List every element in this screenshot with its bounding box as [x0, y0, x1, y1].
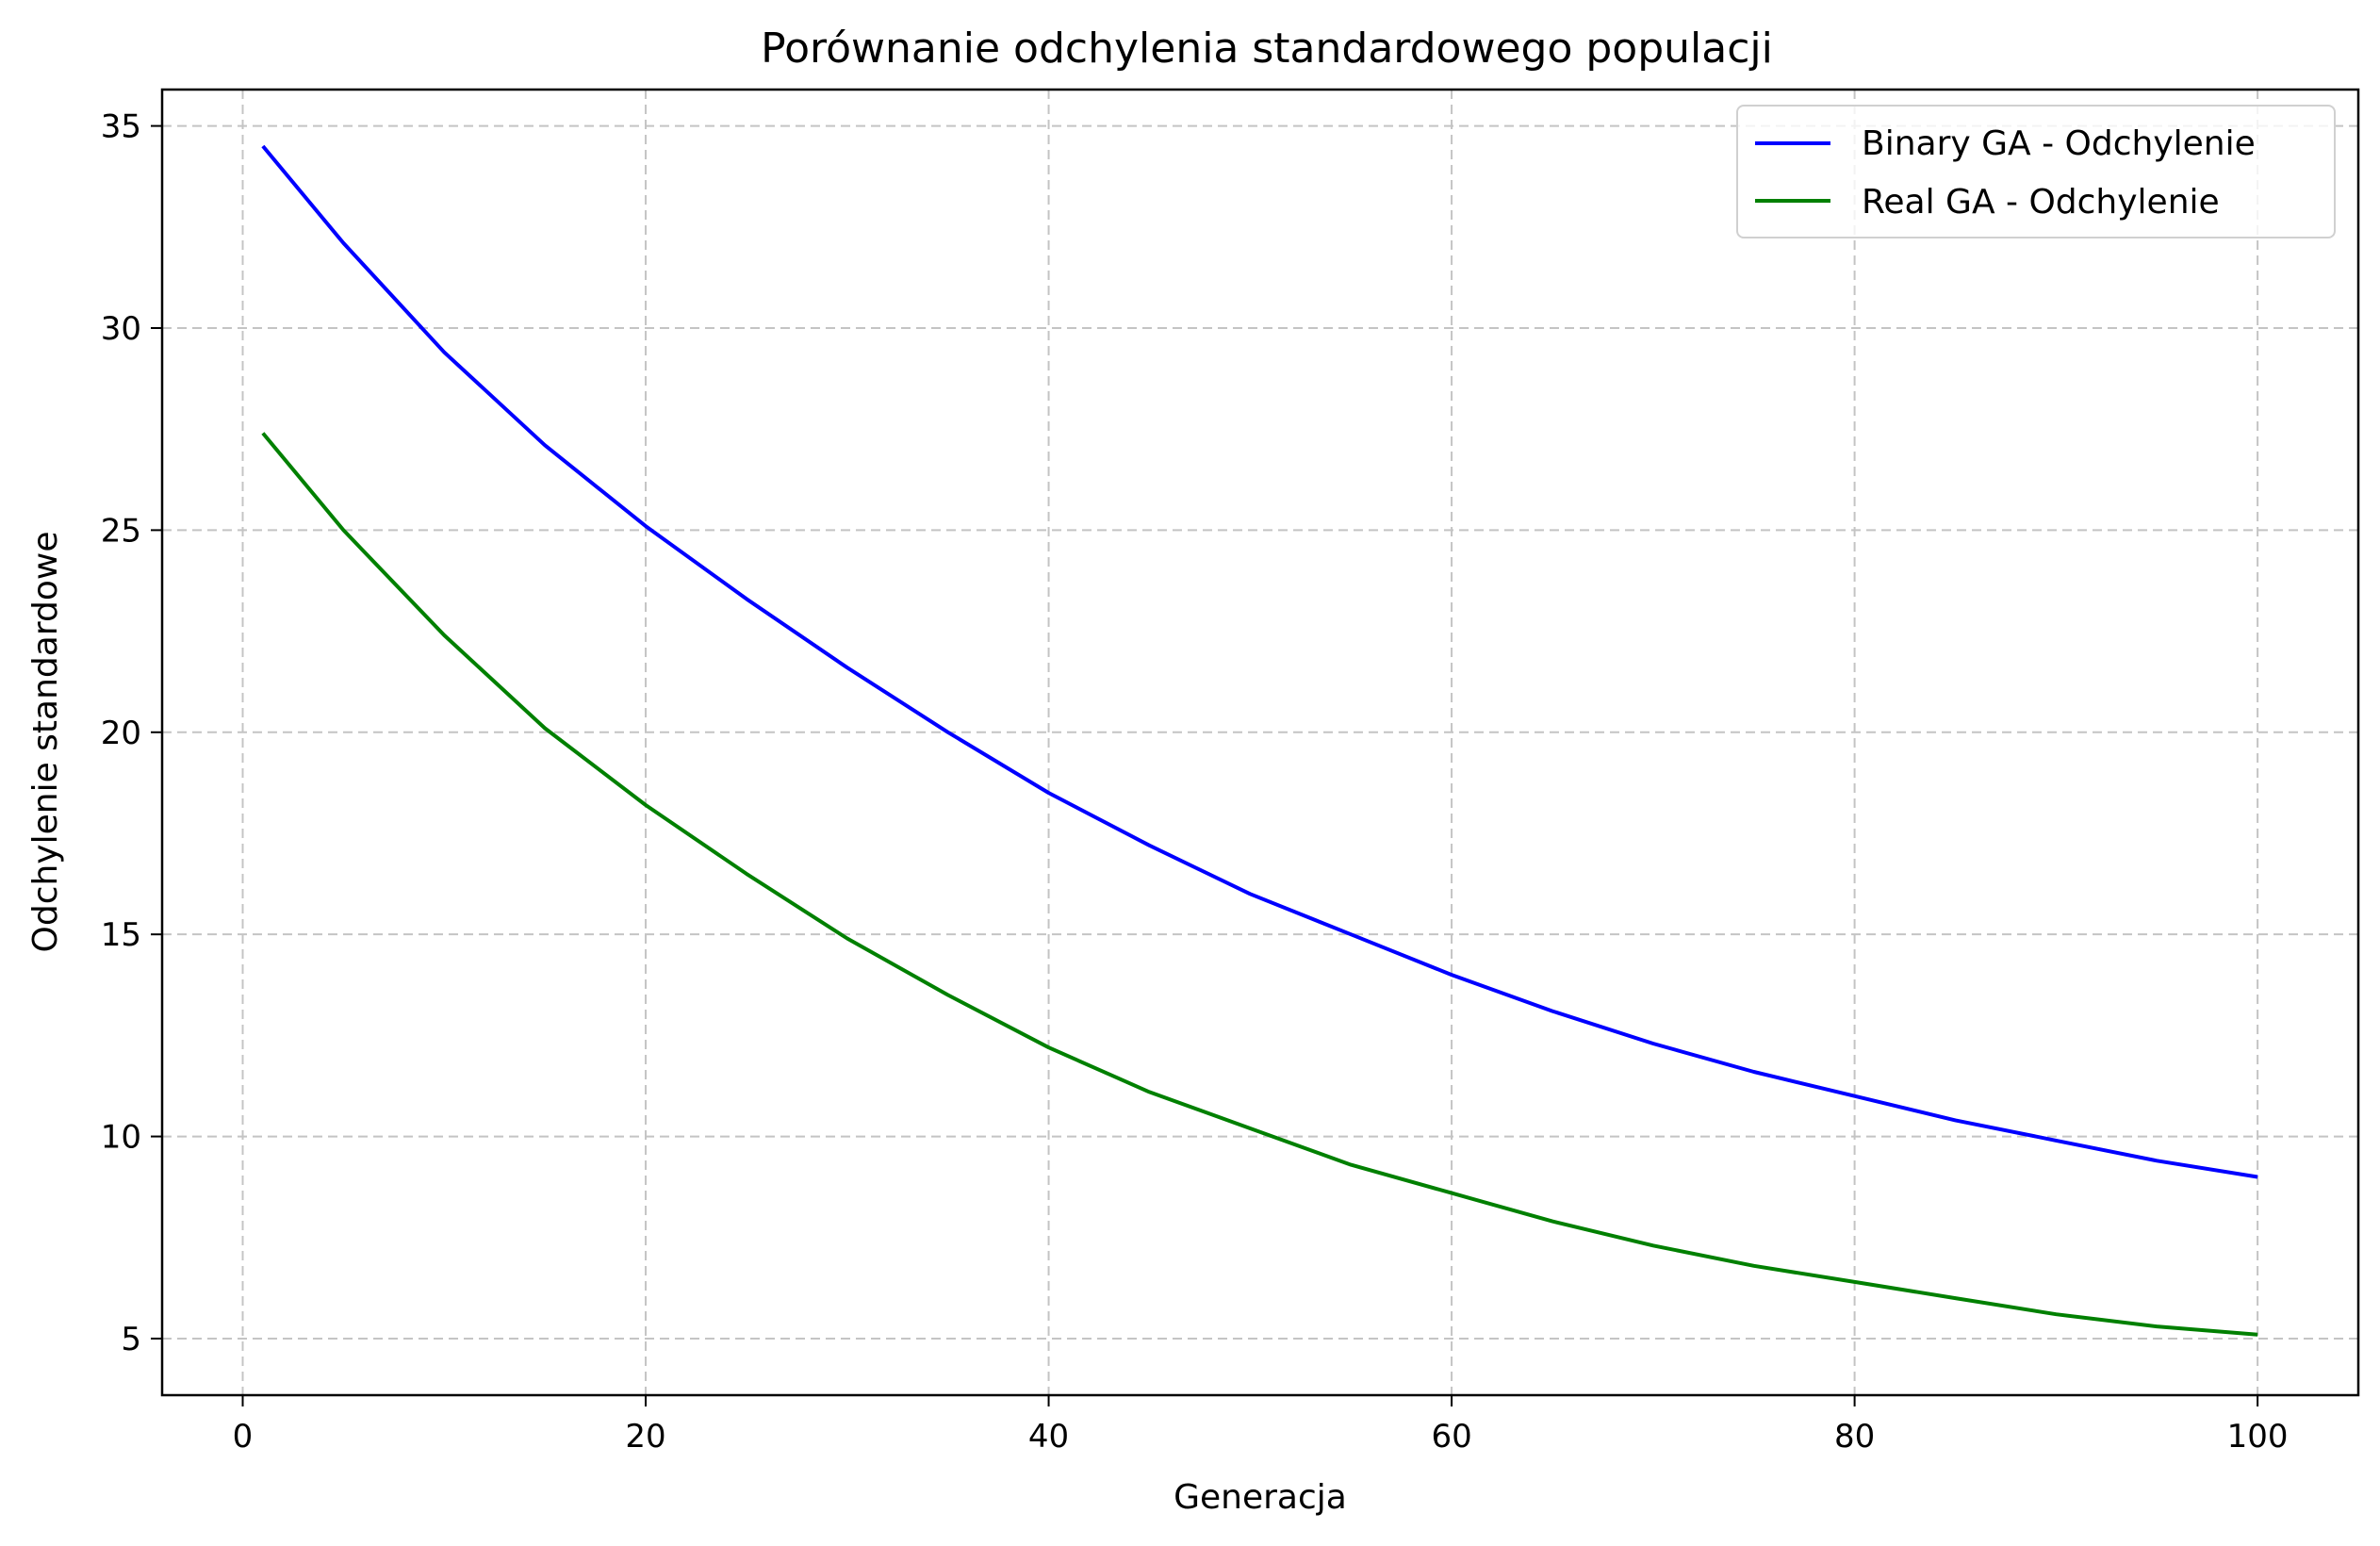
x-tick-label: 60 — [1431, 1418, 1471, 1456]
x-tick-label: 80 — [1834, 1418, 1875, 1456]
y-tick-label: 20 — [101, 715, 141, 752]
x-tick-label: 20 — [625, 1418, 665, 1456]
y-tick-label: 10 — [101, 1119, 141, 1157]
legend: Binary GA - Odchylenie Real GA - Odchyle… — [1736, 105, 2336, 238]
y-tick-label: 25 — [101, 512, 141, 550]
series-line-real-ga — [261, 432, 2258, 1337]
chart-title: Porównanie odchylenia standardowego popu… — [761, 25, 1773, 73]
axis-ticks: 0 20 40 60 80 100 5 10 15 20 25 30 35 — [101, 108, 2289, 1456]
y-tick-label: 5 — [121, 1321, 141, 1358]
series-lines — [261, 144, 2258, 1337]
x-tick-label: 0 — [233, 1418, 254, 1456]
y-tick-label: 15 — [101, 916, 141, 954]
y-tick-label: 35 — [101, 108, 141, 146]
y-tick-label: 30 — [101, 310, 141, 348]
legend-box — [1736, 105, 2336, 238]
legend-label-real-ga: Real GA - Odchylenie — [1862, 183, 2220, 222]
legend-label-binary-ga: Binary GA - Odchylenie — [1862, 124, 2256, 163]
x-tick-label: 40 — [1028, 1418, 1069, 1456]
y-axis-label: Odchylenie standardowe — [26, 532, 65, 953]
x-axis-label: Generacja — [1174, 1478, 1347, 1517]
series-line-binary-ga — [261, 144, 2258, 1179]
plot-frame — [160, 88, 2360, 1397]
x-tick-label: 100 — [2227, 1418, 2289, 1456]
